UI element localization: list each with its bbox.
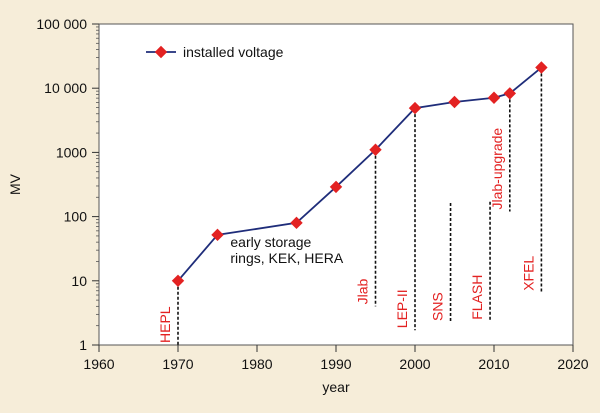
data-point-marker	[408, 101, 422, 115]
data-point-marker	[369, 143, 382, 156]
x-tick-label: 1970	[162, 356, 193, 372]
legend-marker	[154, 45, 168, 59]
data-point-marker	[171, 274, 185, 288]
y-tick-label: 10 000	[44, 80, 87, 96]
x-tick-label: 2000	[399, 356, 430, 372]
x-axis-label: year	[322, 379, 350, 395]
data-point-marker	[211, 228, 224, 242]
series-line	[177, 66, 542, 282]
data-point-marker	[503, 87, 517, 100]
y-axis-label: MV	[7, 173, 23, 195]
annotation-label: LEP-II	[394, 289, 410, 328]
y-tick-label: 10	[71, 273, 87, 289]
y-tick-label: 1000	[56, 144, 87, 160]
annotation-label: Jlab-upgrade	[489, 128, 505, 210]
legend-label: installed voltage	[183, 44, 284, 60]
annotation-label: FLASH	[469, 275, 485, 320]
annotation-note: rings, KEK, HERA	[230, 250, 343, 266]
data-point-marker	[448, 95, 461, 109]
data-point-marker	[290, 216, 303, 230]
x-tick-label: 1980	[241, 356, 272, 372]
data-point-marker	[487, 91, 501, 104]
y-tick-label: 100	[64, 209, 88, 225]
annotation-label: Jlab	[355, 278, 371, 304]
annotation-note: early storage	[230, 234, 311, 250]
x-tick-label: 2010	[478, 356, 509, 372]
data-point-marker	[329, 180, 343, 194]
y-tick-label: 1	[79, 337, 87, 353]
x-tick-label: 2020	[557, 356, 588, 372]
annotation-label: SNS	[430, 292, 446, 321]
x-tick-label: 1960	[83, 356, 114, 372]
y-tick-label: 100 000	[36, 16, 87, 32]
data-point-marker	[535, 61, 548, 74]
annotation-label: HEPL	[157, 306, 173, 343]
annotation-label: XFEL	[520, 256, 536, 291]
x-tick-label: 1990	[320, 356, 351, 372]
